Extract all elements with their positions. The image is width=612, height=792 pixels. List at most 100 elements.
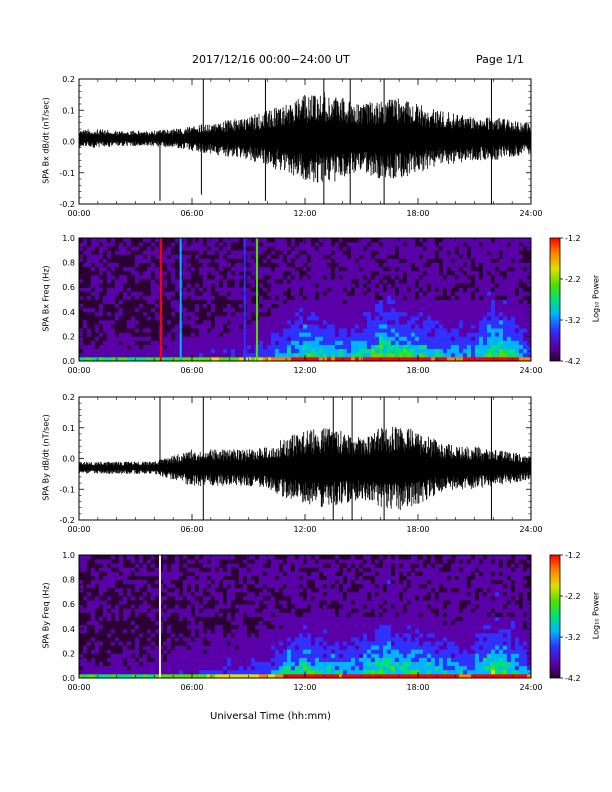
spectrogram-cell — [143, 262, 148, 268]
spectrogram-cell — [295, 246, 300, 251]
spectrogram-cell — [519, 254, 524, 259]
spectrogram-cell — [367, 258, 372, 263]
spectrogram-cell — [407, 287, 412, 292]
spectrogram-cell — [115, 246, 120, 251]
spectrogram-cell — [431, 315, 436, 321]
spectrogram-cell — [227, 250, 232, 255]
spectrogram-cell — [171, 596, 176, 601]
spectrogram-cell — [135, 641, 140, 646]
spectrogram-cell — [219, 559, 224, 564]
spectrogram-cell — [299, 270, 304, 276]
spectrogram-cell — [519, 274, 524, 280]
spectrogram-cell — [151, 332, 156, 337]
spectrogram-cell — [119, 628, 124, 634]
spectrogram-cell — [455, 328, 460, 333]
spectrogram-cell — [139, 624, 144, 630]
spectrogram-cell — [467, 279, 472, 284]
spectrogram-cell — [139, 641, 144, 646]
spectrogram-cell — [251, 340, 256, 345]
spectrogram-cell — [395, 254, 400, 259]
spectrogram-cell — [167, 669, 172, 675]
spectrogram-cell — [439, 352, 444, 358]
spectrogram-cell — [399, 274, 404, 280]
spectrogram-cell — [231, 604, 236, 609]
spectrogram-cell — [191, 632, 196, 638]
spectrogram-cell — [171, 628, 176, 634]
spectrogram-cell — [175, 295, 180, 300]
spectrogram-cell — [343, 328, 348, 333]
spectrogram-cell — [363, 262, 368, 268]
spectrogram-cell — [299, 299, 304, 304]
spectrogram-cell — [99, 661, 104, 667]
spectrogram-cell — [511, 270, 516, 276]
spectrogram-cell — [515, 283, 520, 288]
spectrogram-cell — [151, 356, 156, 362]
spectrogram-cell — [175, 332, 180, 337]
spectrogram-cell — [131, 299, 136, 304]
spectrogram-cell — [139, 555, 144, 560]
spectrogram-cell — [495, 320, 500, 325]
spectrogram-cell — [271, 303, 276, 309]
spectrogram-cell — [151, 283, 156, 288]
spectrogram-cell — [115, 628, 120, 634]
spectrogram-cell — [151, 669, 156, 675]
spectrogram-cell — [295, 283, 300, 288]
spectrogram-cell — [99, 356, 104, 362]
spectrogram-cell — [215, 315, 220, 321]
spectrogram-cell — [143, 352, 148, 358]
spectrogram-cell — [171, 612, 176, 617]
spectrogram-cell — [107, 336, 112, 341]
spectrogram-cell — [443, 262, 448, 268]
spectrogram-cell — [163, 571, 168, 576]
spectrogram-cell — [199, 254, 204, 259]
spectrogram-cell — [163, 336, 168, 341]
spectrogram-cell — [311, 274, 316, 280]
spectrogram-cell — [195, 279, 200, 284]
spectrogram-cell — [299, 332, 304, 337]
spectrogram-cell — [451, 344, 456, 350]
spectrogram-cell — [235, 665, 240, 671]
spectrogram-cell — [319, 295, 324, 300]
spectrogram-cell — [367, 254, 372, 259]
spectrogram-cell — [391, 246, 396, 251]
spectrogram-cell — [275, 332, 280, 337]
spectrogram-cell — [479, 332, 484, 337]
spectrogram-cell — [451, 328, 456, 333]
spectrogram-cell — [259, 320, 264, 325]
spectrogram-cell — [375, 299, 380, 304]
spectrogram-cell — [275, 320, 280, 325]
spectrogram-cell — [471, 324, 476, 329]
spectrogram-cell — [107, 320, 112, 325]
spectrogram-cell — [203, 254, 208, 259]
spectrogram-cell — [235, 563, 240, 568]
spectrogram-cell — [287, 254, 292, 259]
spectrogram-cell — [503, 352, 508, 358]
spectrogram-cell — [179, 571, 184, 576]
spectrogram-cell — [307, 262, 312, 268]
spectrogram-cell — [147, 274, 152, 280]
spectrogram-cell — [219, 258, 224, 263]
spectrogram-cell — [223, 352, 228, 358]
spectrogram-cell — [235, 254, 240, 259]
spectrogram-cell — [435, 336, 440, 341]
spectrogram-cell — [463, 303, 468, 309]
spectrogram-cell — [447, 262, 452, 268]
spectrogram-cell — [83, 283, 88, 288]
spectrogram-cell — [103, 283, 108, 288]
spectrogram-cell — [451, 315, 456, 321]
spectrogram-cell — [83, 246, 88, 251]
spectrogram-cell — [139, 563, 144, 568]
spectrogram-cell — [147, 242, 152, 247]
spectrogram-cell — [463, 336, 468, 341]
spectrogram-cell — [239, 262, 244, 268]
spectrogram-cell — [183, 583, 188, 589]
spectrogram-cell — [455, 315, 460, 321]
spectrogram-cell — [299, 344, 304, 350]
spectrogram-cell — [139, 567, 144, 572]
spectrogram-cell — [211, 274, 216, 280]
spectrogram-cell — [83, 311, 88, 317]
spectrogram-cell — [335, 254, 340, 259]
spectrogram-cell — [135, 632, 140, 638]
spectrogram-cell — [323, 336, 328, 341]
spectrogram-cell — [299, 328, 304, 333]
